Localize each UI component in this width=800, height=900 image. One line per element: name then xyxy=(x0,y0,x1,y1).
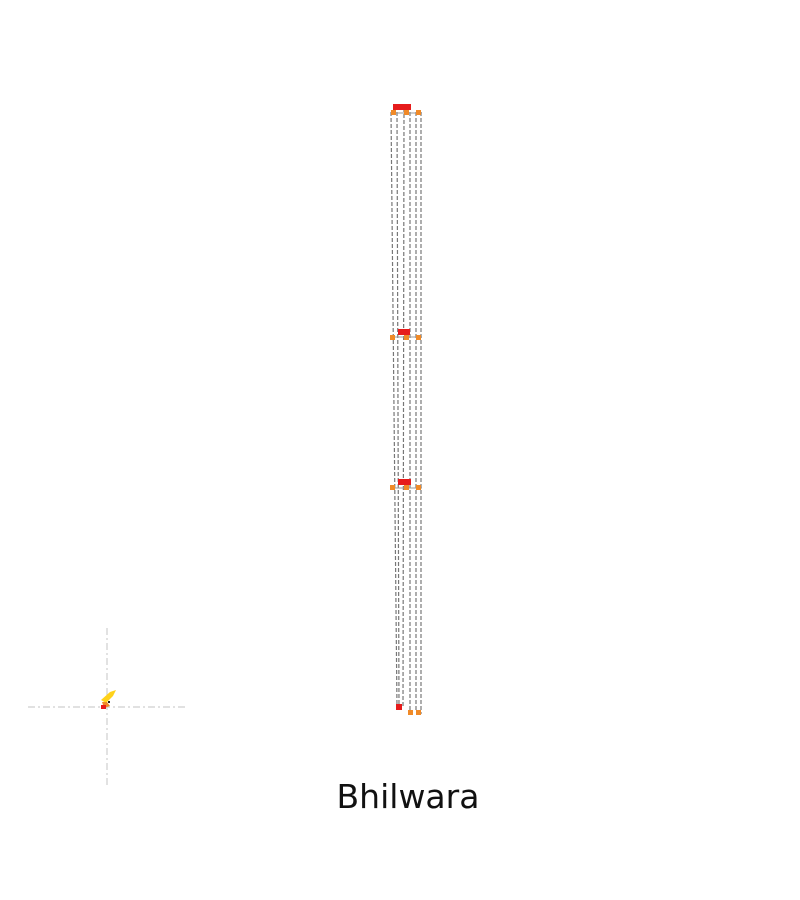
west-node-marker[interactable] xyxy=(101,690,116,709)
upper-middle-node-marker[interactable] xyxy=(390,329,421,340)
connector-lines xyxy=(391,112,422,489)
south-node-marker[interactable] xyxy=(396,704,421,715)
route-lines xyxy=(390,107,422,714)
lower-middle-node-marker[interactable] xyxy=(390,479,421,490)
crosshair-guide xyxy=(28,628,188,788)
north-node-marker[interactable] xyxy=(391,104,421,115)
place-name-label: Bhilwara xyxy=(336,777,480,816)
